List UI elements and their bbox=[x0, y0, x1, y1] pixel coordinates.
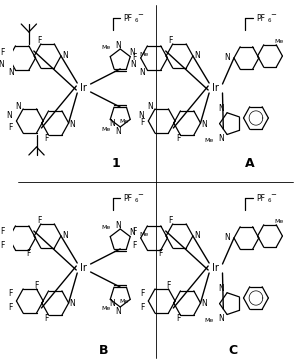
Text: N: N bbox=[218, 314, 224, 323]
Text: Me: Me bbox=[101, 225, 111, 230]
Text: Ir: Ir bbox=[212, 83, 219, 93]
Text: Ir: Ir bbox=[212, 263, 219, 273]
Text: F: F bbox=[34, 281, 39, 290]
Text: Me: Me bbox=[204, 138, 214, 143]
Text: F: F bbox=[176, 134, 181, 143]
Text: F: F bbox=[1, 48, 5, 57]
Text: N: N bbox=[115, 41, 121, 50]
Text: C: C bbox=[229, 343, 238, 356]
Text: F: F bbox=[8, 122, 13, 131]
Text: F: F bbox=[1, 240, 5, 249]
Text: N: N bbox=[218, 134, 224, 143]
Text: Me: Me bbox=[120, 299, 129, 304]
Text: Me: Me bbox=[101, 126, 111, 131]
Text: −: − bbox=[270, 12, 276, 18]
Text: N: N bbox=[201, 300, 207, 309]
Text: 6: 6 bbox=[267, 18, 271, 23]
Text: Me: Me bbox=[101, 45, 111, 50]
Text: 6: 6 bbox=[267, 198, 271, 202]
Text: N: N bbox=[129, 228, 135, 237]
Text: F: F bbox=[140, 303, 145, 312]
Text: N: N bbox=[69, 300, 75, 309]
Text: PF: PF bbox=[123, 14, 132, 23]
Text: Me: Me bbox=[140, 52, 149, 57]
Text: Me: Me bbox=[204, 318, 214, 323]
Text: N: N bbox=[8, 68, 14, 77]
Text: F: F bbox=[176, 314, 181, 323]
Text: 1: 1 bbox=[112, 157, 121, 170]
Text: F: F bbox=[8, 303, 13, 312]
Text: PF: PF bbox=[256, 194, 265, 202]
Text: F: F bbox=[169, 36, 173, 45]
Text: N: N bbox=[194, 50, 200, 59]
Text: N: N bbox=[224, 233, 230, 242]
Text: N: N bbox=[115, 306, 121, 315]
Text: F: F bbox=[169, 216, 173, 225]
Text: 6: 6 bbox=[135, 198, 138, 202]
Text: −: − bbox=[270, 192, 276, 198]
Text: N: N bbox=[194, 230, 200, 239]
Text: A: A bbox=[244, 157, 254, 170]
Text: N: N bbox=[130, 59, 136, 68]
Text: Me: Me bbox=[274, 219, 284, 224]
Text: Me: Me bbox=[274, 39, 284, 44]
Text: N: N bbox=[6, 111, 12, 120]
Text: N: N bbox=[69, 120, 75, 129]
Text: N: N bbox=[218, 284, 224, 293]
Text: N: N bbox=[224, 53, 230, 62]
Text: F: F bbox=[133, 226, 137, 235]
Text: F: F bbox=[133, 53, 137, 62]
Text: PF: PF bbox=[256, 14, 265, 23]
Text: F: F bbox=[37, 36, 41, 45]
Text: Ir: Ir bbox=[80, 263, 87, 273]
Text: Me: Me bbox=[140, 232, 149, 237]
Text: F: F bbox=[159, 249, 163, 258]
Text: F: F bbox=[37, 216, 41, 225]
Text: N: N bbox=[115, 126, 121, 135]
Text: N: N bbox=[109, 299, 115, 308]
Text: F: F bbox=[27, 249, 31, 258]
Text: F: F bbox=[140, 289, 145, 298]
Text: B: B bbox=[99, 343, 109, 356]
Text: F: F bbox=[44, 314, 49, 323]
Text: N: N bbox=[218, 104, 224, 113]
Text: F: F bbox=[140, 117, 145, 126]
Text: N: N bbox=[109, 119, 115, 128]
Text: N: N bbox=[0, 59, 4, 68]
Text: 6: 6 bbox=[135, 18, 138, 23]
Text: N: N bbox=[201, 120, 207, 129]
Text: −: − bbox=[137, 192, 143, 198]
Text: N: N bbox=[140, 68, 145, 77]
Text: N: N bbox=[138, 111, 144, 120]
Text: Me: Me bbox=[120, 119, 129, 124]
Text: Me: Me bbox=[101, 306, 111, 311]
Text: PF: PF bbox=[123, 194, 132, 202]
Text: N: N bbox=[129, 48, 135, 57]
Text: Ir: Ir bbox=[80, 83, 87, 93]
Text: F: F bbox=[166, 281, 170, 290]
Text: F: F bbox=[133, 240, 137, 249]
Text: N: N bbox=[62, 230, 68, 239]
Text: −: − bbox=[137, 12, 143, 18]
Text: N: N bbox=[148, 102, 153, 111]
Text: F: F bbox=[44, 134, 49, 143]
Text: N: N bbox=[115, 220, 121, 230]
Text: F: F bbox=[8, 289, 13, 298]
Text: N: N bbox=[62, 50, 68, 59]
Text: N: N bbox=[15, 102, 21, 111]
Text: F: F bbox=[1, 226, 5, 235]
